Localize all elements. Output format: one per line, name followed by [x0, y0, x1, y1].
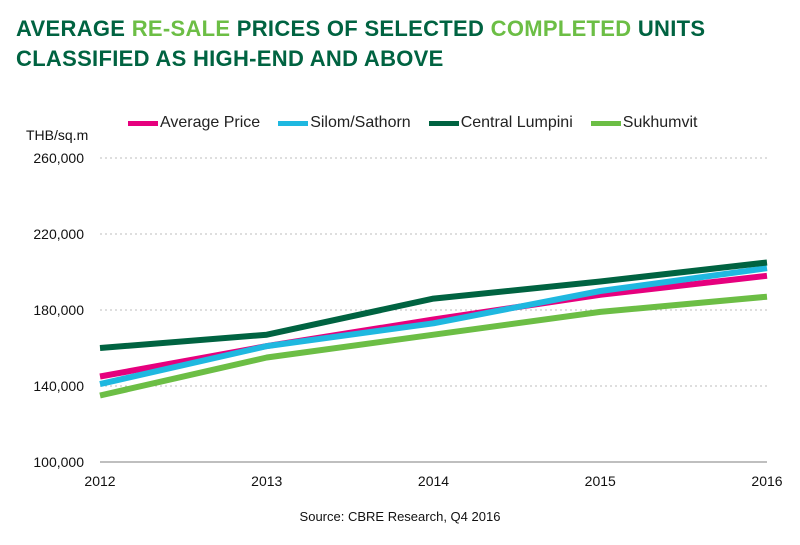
chart-title: AVERAGE RE-SALE PRICES OF SELECTED COMPL…: [16, 14, 786, 74]
series-line-silom-sathorn: [99, 265, 768, 388]
title-part-5: UNITS CLASSIFIED AS HIGH-END AND ABOVE: [16, 16, 706, 71]
series-line-sukhumvit: [99, 293, 768, 399]
legend-label-sukhumvit: Sukhumvit: [622, 114, 698, 131]
series-line-central-lumpini: [99, 259, 768, 351]
legend-swatch-sukhumvit: [590, 120, 621, 126]
legend-label-silom-sathorn: Silom/Sathorn: [310, 114, 411, 131]
legend-item-silom-sathorn: Silom/Sathorn: [278, 114, 411, 132]
legend-item-central-lumpini: Central Lumpini: [428, 114, 573, 132]
title-highlight-resale: RE-SALE: [131, 16, 231, 41]
y-tick-label: 180,000: [33, 302, 84, 318]
legend-item-average-price: Average Price: [128, 114, 260, 132]
x-tick-label: 2014: [418, 473, 449, 489]
legend-label-central-lumpini: Central Lumpini: [460, 114, 573, 131]
y-axis-unit-label: THB/sq.m: [26, 127, 89, 143]
legend-swatch-silom-sathorn: [278, 120, 309, 126]
x-tick-label: 2012: [84, 473, 115, 489]
source-note: Source: CBRE Research, Q4 2016: [299, 509, 501, 524]
title-highlight-completed: COMPLETED: [490, 16, 632, 41]
legend-swatch-average-price: [128, 120, 158, 126]
x-tick-label: 2013: [251, 473, 282, 489]
x-tick-label: 2016: [751, 473, 782, 489]
title-part-1: AVERAGE: [16, 16, 132, 41]
legend-item-sukhumvit: Sukhumvit: [590, 114, 698, 132]
x-tick-label: 2015: [585, 473, 616, 489]
y-tick-label: 140,000: [33, 378, 84, 394]
title-part-3: PRICES OF SELECTED: [230, 16, 491, 41]
y-tick-label: 260,000: [33, 150, 84, 166]
y-tick-label: 220,000: [33, 226, 84, 242]
y-tick-label: 100,000: [33, 454, 84, 470]
legend: Average Price Silom/Sathorn Central Lump…: [128, 114, 715, 132]
legend-label-average-price: Average Price: [160, 114, 261, 131]
legend-swatch-central-lumpini: [428, 120, 459, 126]
